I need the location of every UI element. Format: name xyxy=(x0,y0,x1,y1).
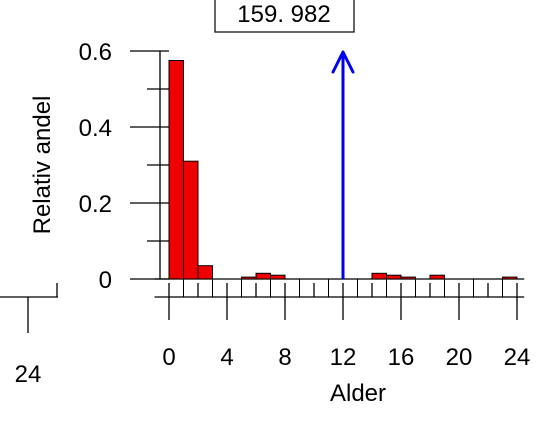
histogram-bar xyxy=(429,274,445,280)
x-tick-label: 16 xyxy=(388,344,415,371)
histogram-bar xyxy=(255,272,271,280)
histogram-bar xyxy=(270,274,286,280)
y-tick-label: 0 xyxy=(99,267,112,294)
histogram-bar xyxy=(371,272,387,280)
annotation-box-frame xyxy=(214,0,355,33)
y-axis-title: Relativ andel xyxy=(29,96,56,235)
x-tick-label: 0 xyxy=(162,344,175,371)
histogram-bar xyxy=(241,276,257,280)
annotation-label: 159. 982 xyxy=(237,1,330,28)
annotation-box: 159. 982 xyxy=(214,0,355,33)
y-tick-label: 0.6 xyxy=(79,39,112,66)
x-tick-label: 4 xyxy=(220,344,233,371)
histogram-bar xyxy=(183,160,199,280)
y-tick-label: 0.2 xyxy=(79,191,112,218)
histogram-bar xyxy=(197,265,213,280)
annotation-arrow-head xyxy=(331,50,355,74)
left-panel-fragment: 24 xyxy=(0,283,58,388)
histogram-bar xyxy=(502,276,518,280)
x-tick-label: 24 xyxy=(504,344,531,371)
histogram-bar xyxy=(386,274,402,280)
histogram-bar xyxy=(168,60,184,280)
x-tick-label: 20 xyxy=(446,344,473,371)
plot-area: 0 0.2 0.4 0.6 0 4 8 12 16 20 24 xyxy=(79,39,531,371)
histogram-bar xyxy=(400,276,416,280)
x-tick-label: 12 xyxy=(330,344,357,371)
left-panel-tick-label: 24 xyxy=(15,361,42,388)
y-tick-label: 0.4 xyxy=(79,115,112,142)
x-tick-label: 8 xyxy=(278,344,291,371)
x-axis-title: Alder xyxy=(330,380,386,407)
